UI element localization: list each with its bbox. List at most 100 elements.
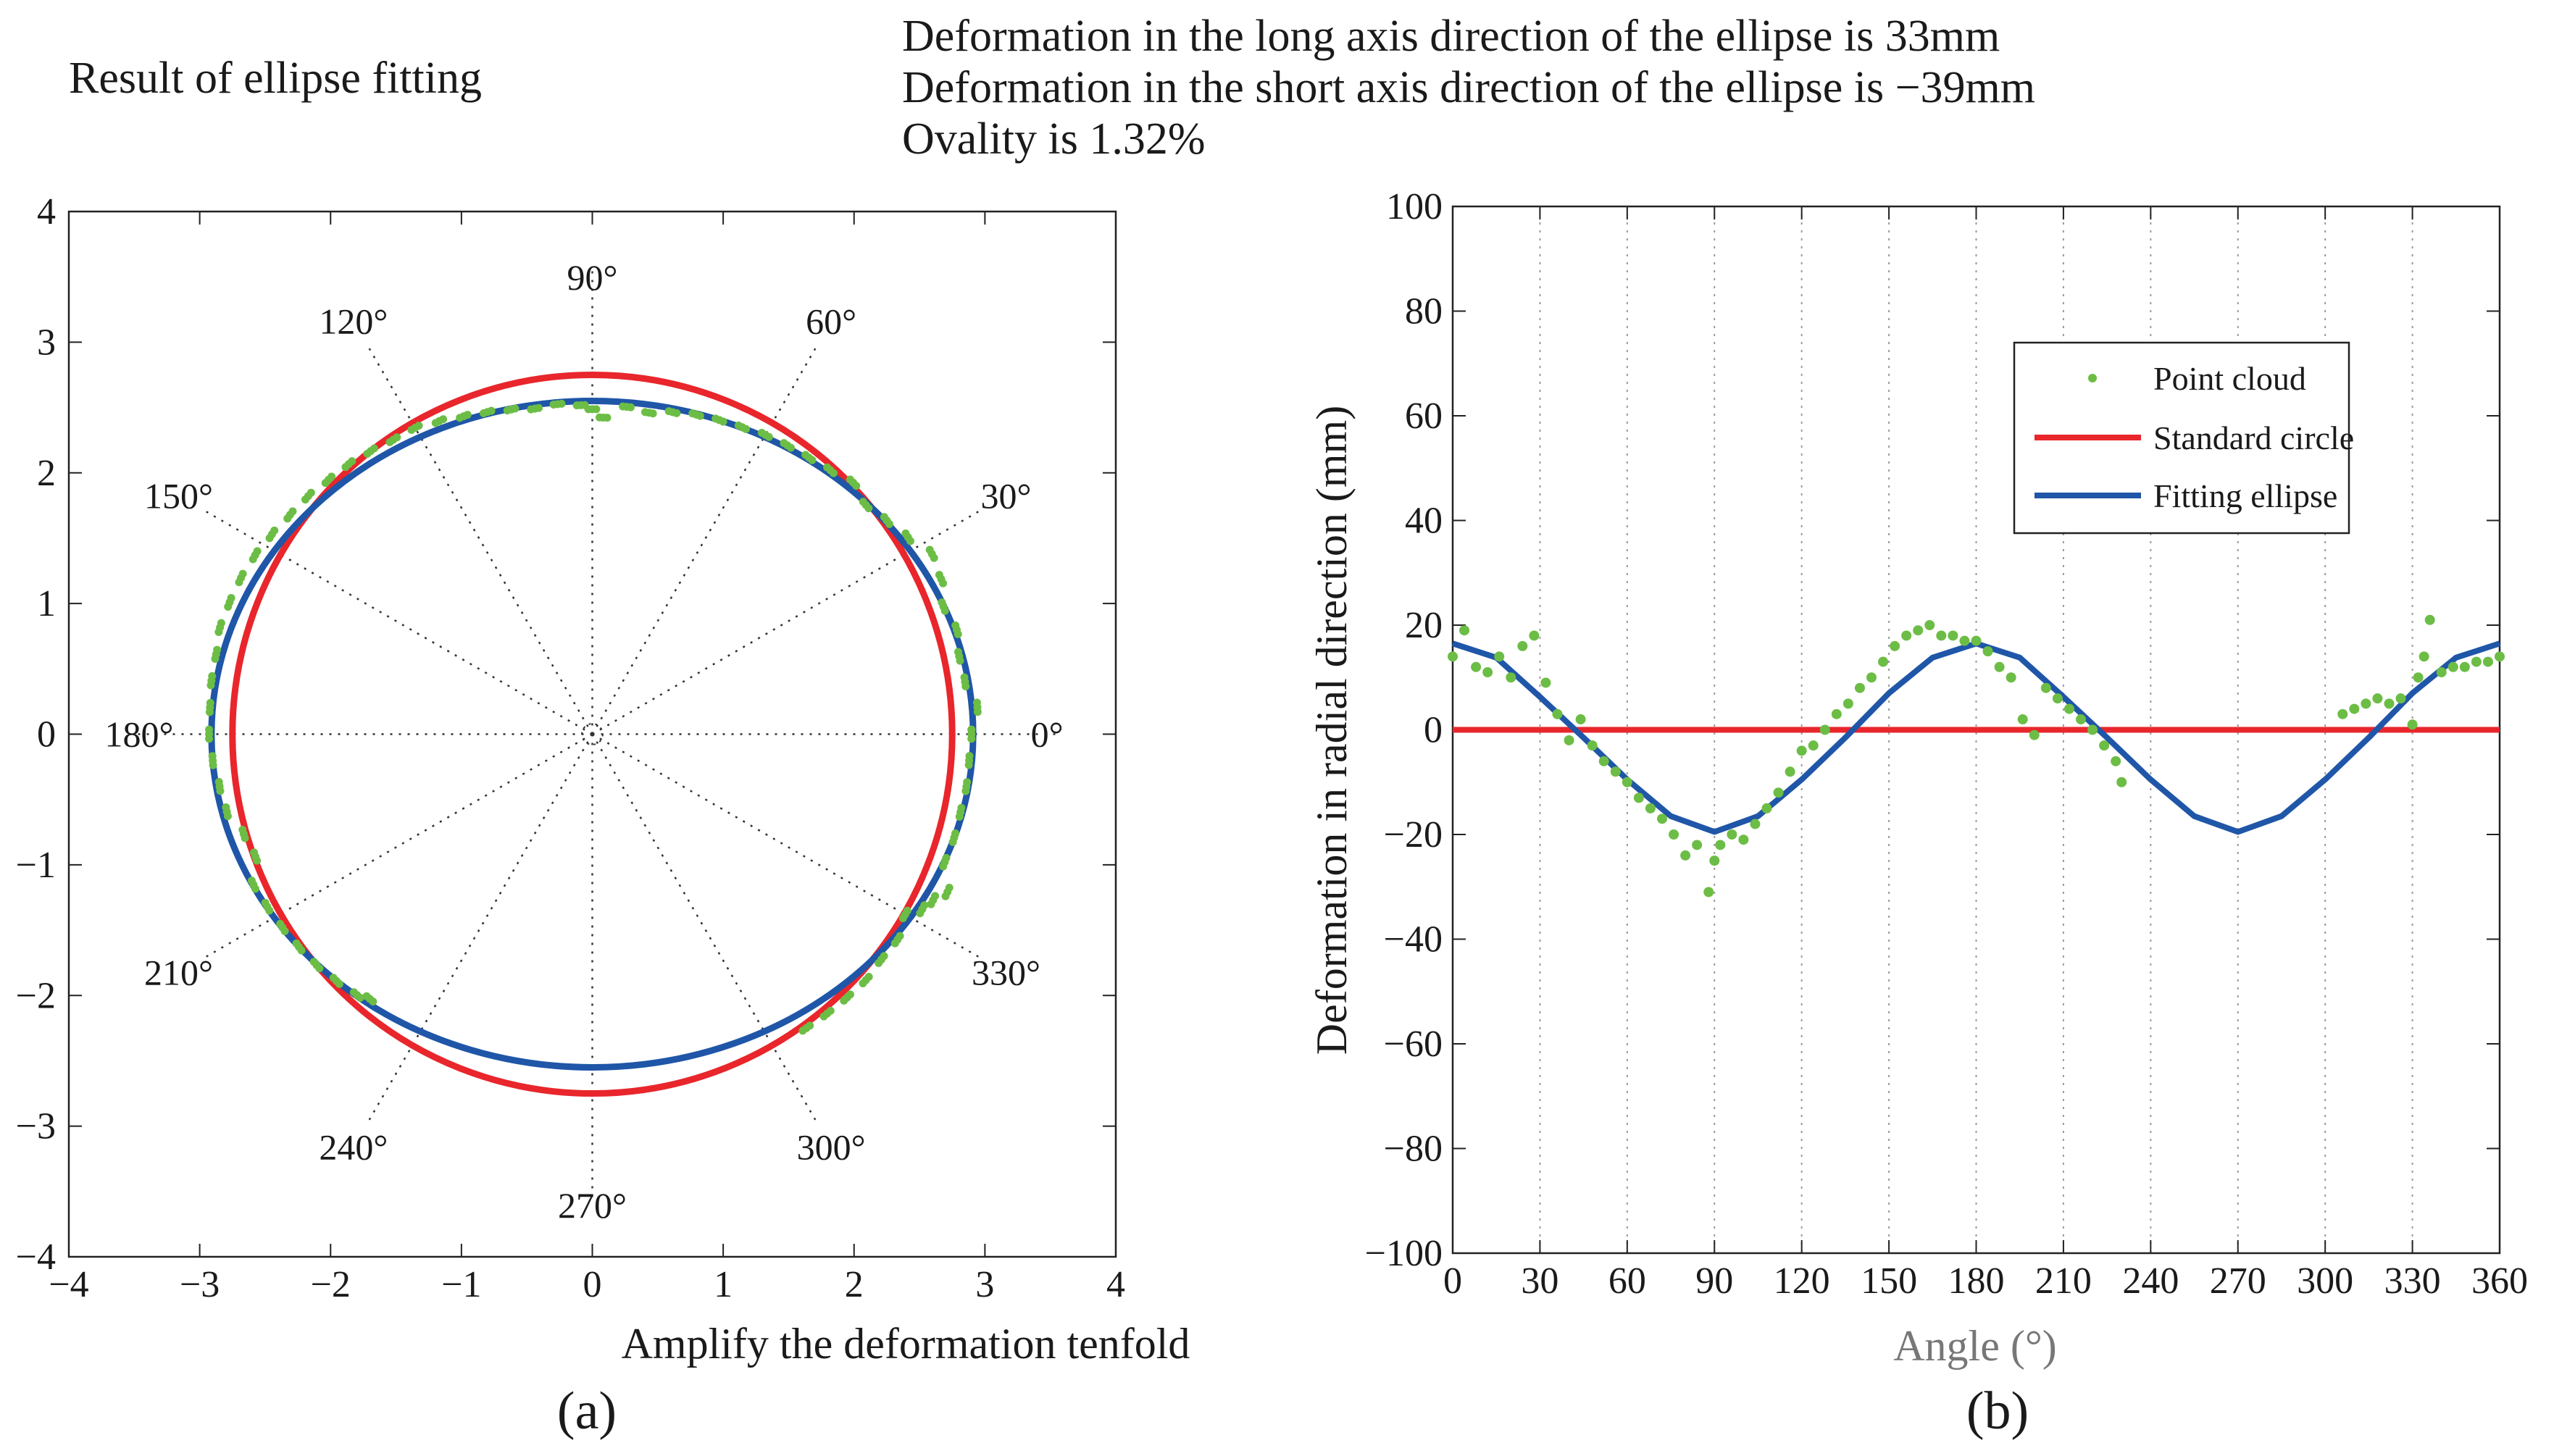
plot-a-point-cloud-dot (619, 402, 627, 411)
point-cloud-dot (2482, 656, 2493, 667)
plot-a-point-cloud-dot (780, 439, 788, 448)
plot-a-xtick-label: −4 (49, 1264, 88, 1305)
plot-a-point-cloud-dot (301, 495, 309, 504)
plot-b-ytick-label: −80 (1384, 1129, 1443, 1170)
plot-a-polar-guide (201, 733, 593, 961)
plot-a-point-cloud-dot (265, 534, 274, 543)
plot-a-ytick-label: 4 (37, 191, 56, 233)
plot-a-ytick-label: 1 (37, 583, 56, 624)
standard-circle-curve (229, 371, 956, 1097)
point-cloud-dot (1692, 840, 1703, 850)
point-cloud-dot (1819, 724, 1830, 735)
plot-a-point-cloud-dot (711, 414, 720, 423)
plot-a-point-cloud-dot (527, 405, 535, 414)
point-cloud-dot (2349, 703, 2360, 714)
point-cloud-dot (1633, 792, 1644, 803)
point-cloud-dot (1564, 735, 1574, 745)
point-cloud-dot (2116, 777, 2127, 787)
plot-a-xtick-label: −3 (180, 1264, 220, 1305)
point-cloud-dot (2395, 693, 2406, 704)
plot-b-xtick-label: 330 (2384, 1260, 2441, 1302)
point-cloud-dot (2471, 656, 2482, 667)
header-line-short-axis: Deformation in the short axis direction … (902, 63, 2035, 112)
point-cloud-dot (1866, 672, 1877, 683)
point-cloud-dot (1750, 819, 1761, 829)
plot-a-point-cloud-dot (223, 812, 232, 821)
point-cloud-dot (1948, 630, 1958, 641)
fitting-ellipse-line (1451, 640, 2501, 835)
plot-b-xtick-label: 210 (2035, 1260, 2092, 1302)
point-cloud-dot (1598, 756, 1609, 766)
point-cloud-dot (1610, 766, 1621, 777)
point-cloud-dot (1459, 625, 1470, 636)
plot-a-ytick-label: 3 (37, 322, 56, 363)
plot-a-point-cloud-dot (880, 513, 888, 522)
plot-a-point-cloud-dot (967, 725, 976, 734)
plot-a-angle-label: 30° (980, 475, 1031, 516)
plot-a-point-cloud-dot (846, 475, 854, 484)
plot-a-point-cloud-dot (321, 479, 330, 488)
point-cloud-dot (1982, 646, 1993, 657)
plot-a-point-cloud-dot (503, 406, 512, 415)
plot-a-point-cloud-dot (249, 555, 257, 564)
plot-b-xtick-label: 300 (2297, 1260, 2353, 1302)
plot-a-point-cloud-dot (846, 990, 854, 999)
point-cloud-dot (2337, 708, 2348, 719)
point-cloud-dot (1959, 635, 1970, 646)
plot-a-point-cloud-dot (931, 892, 940, 900)
plot-a-point-cloud-dot (963, 778, 972, 787)
point-cloud-dot (2017, 714, 2028, 725)
plot-a-xtick-label: 3 (975, 1264, 994, 1305)
point-cloud-dot (1622, 777, 1632, 787)
ellipse-fitting-plot: −4 −3 −2 −1 0 1 2 3 4 −4 −3 −2 −1 0 1 2 3 4 0° 30° 60° 90° 12… (16, 191, 1190, 1441)
point-cloud-dot (1890, 640, 1900, 651)
plot-a-xtick-label: 2 (845, 1264, 864, 1305)
plot-a-point-cloud-dot (864, 972, 873, 981)
point-cloud-dot (2111, 756, 2121, 766)
point-cloud-dot (1669, 829, 1679, 840)
point-cloud-dot (1738, 834, 1749, 845)
point-cloud-dot (1831, 708, 1842, 719)
plot-a-angle-label: 150° (144, 475, 213, 516)
point-cloud-dot (1506, 672, 1516, 683)
plot-a-point-cloud-dot (596, 413, 604, 422)
plot-a-ytick-label: 0 (37, 714, 56, 756)
point-cloud-dot (2361, 698, 2371, 709)
plot-a-ytick-label: −4 (16, 1237, 56, 1278)
point-cloud-dot (2052, 693, 2063, 704)
plot-a-point-cloud-dot (823, 463, 832, 472)
plot-a-panel-label: (a) (557, 1381, 617, 1441)
plot-a-point-cloud-dot (297, 946, 306, 955)
plot-a-angle-label: 180° (105, 714, 174, 755)
point-cloud-dot (1494, 651, 1505, 662)
point-cloud-dot (1808, 740, 1819, 751)
plot-a-polar-guide (365, 343, 593, 735)
plot-a-point-cloud-dot (216, 787, 225, 795)
plot-a-point-cloud-dot (951, 621, 960, 629)
plot-a-ytick-label: 2 (37, 453, 56, 494)
plot-a-point-cloud-dot (385, 438, 394, 446)
point-cloud-dot (2419, 651, 2429, 662)
plot-a-point-cloud-dot (859, 498, 867, 506)
plot-a-point-cloud-dot (224, 603, 233, 611)
plot-a-xtick-label: 0 (583, 1264, 602, 1305)
point-cloud-dot (2436, 667, 2447, 678)
plot-a-point-cloud-dot (235, 578, 243, 587)
plot-a-point-cloud-dot (205, 735, 214, 743)
point-cloud-dot (1878, 656, 1889, 667)
point-cloud-dot (1785, 766, 1795, 777)
point-cloud-dot (1727, 829, 1737, 840)
point-cloud-dot (2087, 724, 2098, 735)
plot-a-polar-guide (201, 508, 593, 735)
point-cloud-dot (1471, 661, 1482, 672)
plot-b-ytick-label: 0 (1424, 710, 1443, 751)
plot-a-point-cloud-dot (431, 419, 440, 427)
point-cloud-dot (2076, 714, 2086, 725)
plot-a-point-cloud-dot (806, 1021, 814, 1030)
point-cloud-dot (1796, 745, 1807, 756)
point-cloud-dot (2063, 703, 2074, 714)
plot-a-point-cloud-dot (206, 681, 215, 690)
plot-a-angle-label: 0° (1031, 714, 1064, 755)
header-left-title: Result of ellipse fitting (69, 54, 482, 103)
plot-a-point-cloud-dot (407, 425, 416, 434)
